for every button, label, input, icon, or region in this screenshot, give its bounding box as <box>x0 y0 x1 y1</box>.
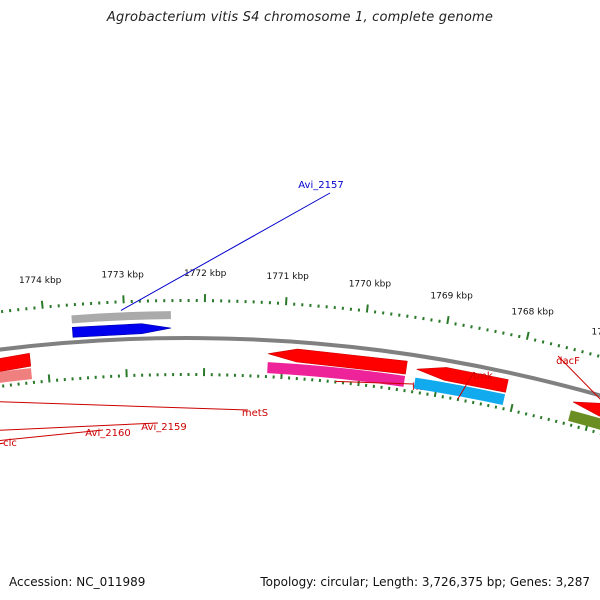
cds-arrow <box>572 401 600 417</box>
minor-tick <box>430 318 433 322</box>
minor-tick <box>426 392 429 396</box>
gene-Avi_2157: Avi_2157 <box>71 180 344 338</box>
minor-tick <box>479 402 483 406</box>
gene-label: dacF <box>556 356 580 367</box>
minor-tick <box>471 400 475 405</box>
minor-tick <box>554 419 558 424</box>
minor-tick <box>589 352 592 356</box>
minor-tick <box>478 326 481 330</box>
cds-arrow <box>416 367 509 393</box>
backbone-arc <box>0 336 600 398</box>
minor-tick <box>532 414 535 418</box>
minor-tick <box>464 399 467 403</box>
minor-tick <box>410 390 414 394</box>
cds-arrow <box>268 348 408 375</box>
minor-tick <box>449 396 452 400</box>
minor-tick <box>562 421 566 425</box>
minor-tick <box>486 328 489 332</box>
scale-label: 1770 kbp <box>349 280 392 290</box>
topology-text: Topology: circular; Length: 3,726,375 bp… <box>260 575 590 589</box>
scale-label: 1768 kbp <box>511 307 554 317</box>
scale-label: 1769 kbp <box>430 291 473 301</box>
scale-label: 1771 kbp <box>266 272 309 282</box>
accession-text: Accession: NC_011989 <box>9 575 146 589</box>
major-tick <box>285 297 288 306</box>
outer-tick-ring <box>0 294 600 358</box>
gene-Avi_2160: Avi_2160 <box>0 428 131 442</box>
minor-tick <box>494 329 497 334</box>
gene-features: clcAvi_2160Avi_2159metSAvi_2157holBtmkda… <box>0 180 600 449</box>
gene-arrow <box>71 323 172 338</box>
minor-tick <box>533 338 537 342</box>
gene-band <box>0 368 33 383</box>
label-leader <box>335 380 414 385</box>
minor-tick <box>517 410 520 414</box>
scale-label: 1774 kbp <box>19 276 62 286</box>
major-tick <box>47 374 51 383</box>
scale-label: 1773 kbp <box>101 270 144 280</box>
gene-label: Avi_2159 <box>141 422 186 433</box>
major-tick <box>40 300 44 309</box>
label-leader <box>0 442 5 445</box>
map-title: Agrobacterium vitis S4 chromosome 1, com… <box>106 10 494 25</box>
minor-tick <box>422 316 425 321</box>
gene-clc: clc <box>0 438 17 449</box>
minor-tick <box>518 334 521 339</box>
gene-dacF: dacF <box>556 355 600 430</box>
label-leader <box>0 429 104 442</box>
minor-tick <box>592 429 595 434</box>
minor-tick <box>539 415 543 420</box>
gene-label: Avi_2157 <box>298 180 343 191</box>
minor-tick <box>573 347 576 352</box>
minor-tick <box>502 407 505 411</box>
gene-label: clc <box>3 438 17 449</box>
minor-tick <box>502 331 505 335</box>
minor-tick <box>565 345 569 350</box>
minor-tick <box>596 354 600 358</box>
label-leader <box>557 355 600 400</box>
minor-tick <box>577 425 580 430</box>
gene-label: tmk <box>473 371 493 382</box>
scale-label: 1772 kbp <box>184 269 227 279</box>
label-leader <box>457 371 475 400</box>
major-tick <box>365 304 369 313</box>
minor-tick <box>569 423 573 427</box>
gene-Avi_2159: Avi_2159 <box>0 422 187 433</box>
major-tick <box>446 315 450 325</box>
major-tick <box>525 331 530 340</box>
label-leader <box>0 422 159 431</box>
inner-tick-ring <box>2 368 600 435</box>
minor-tick <box>541 340 545 344</box>
minor-tick <box>395 387 399 392</box>
minor-tick <box>406 314 409 318</box>
minor-tick <box>549 342 553 346</box>
minor-tick <box>494 405 498 409</box>
cds-arrow <box>0 352 32 372</box>
minor-tick <box>557 343 561 348</box>
label-leader <box>0 401 249 411</box>
gene-metS: metS <box>0 352 268 419</box>
cds-band <box>71 311 171 324</box>
gene-band <box>568 410 600 430</box>
minor-tick <box>418 391 422 395</box>
gene-band <box>267 362 406 387</box>
minor-tick <box>441 395 444 399</box>
minor-tick <box>454 322 457 326</box>
gene-tmk: tmk <box>413 367 509 406</box>
gene-label: metS <box>242 408 268 419</box>
minor-tick <box>487 403 490 408</box>
minor-tick <box>510 333 513 337</box>
major-tick <box>509 403 514 413</box>
gene-band <box>413 377 506 406</box>
minor-tick <box>547 417 551 422</box>
minor-tick <box>462 323 465 327</box>
minor-tick <box>581 350 584 354</box>
minor-tick <box>524 412 528 416</box>
minor-tick <box>470 325 473 329</box>
gene-label: Avi_2160 <box>85 428 130 439</box>
label-leader <box>120 192 331 311</box>
scale-label: 1767 kbp <box>591 328 600 338</box>
